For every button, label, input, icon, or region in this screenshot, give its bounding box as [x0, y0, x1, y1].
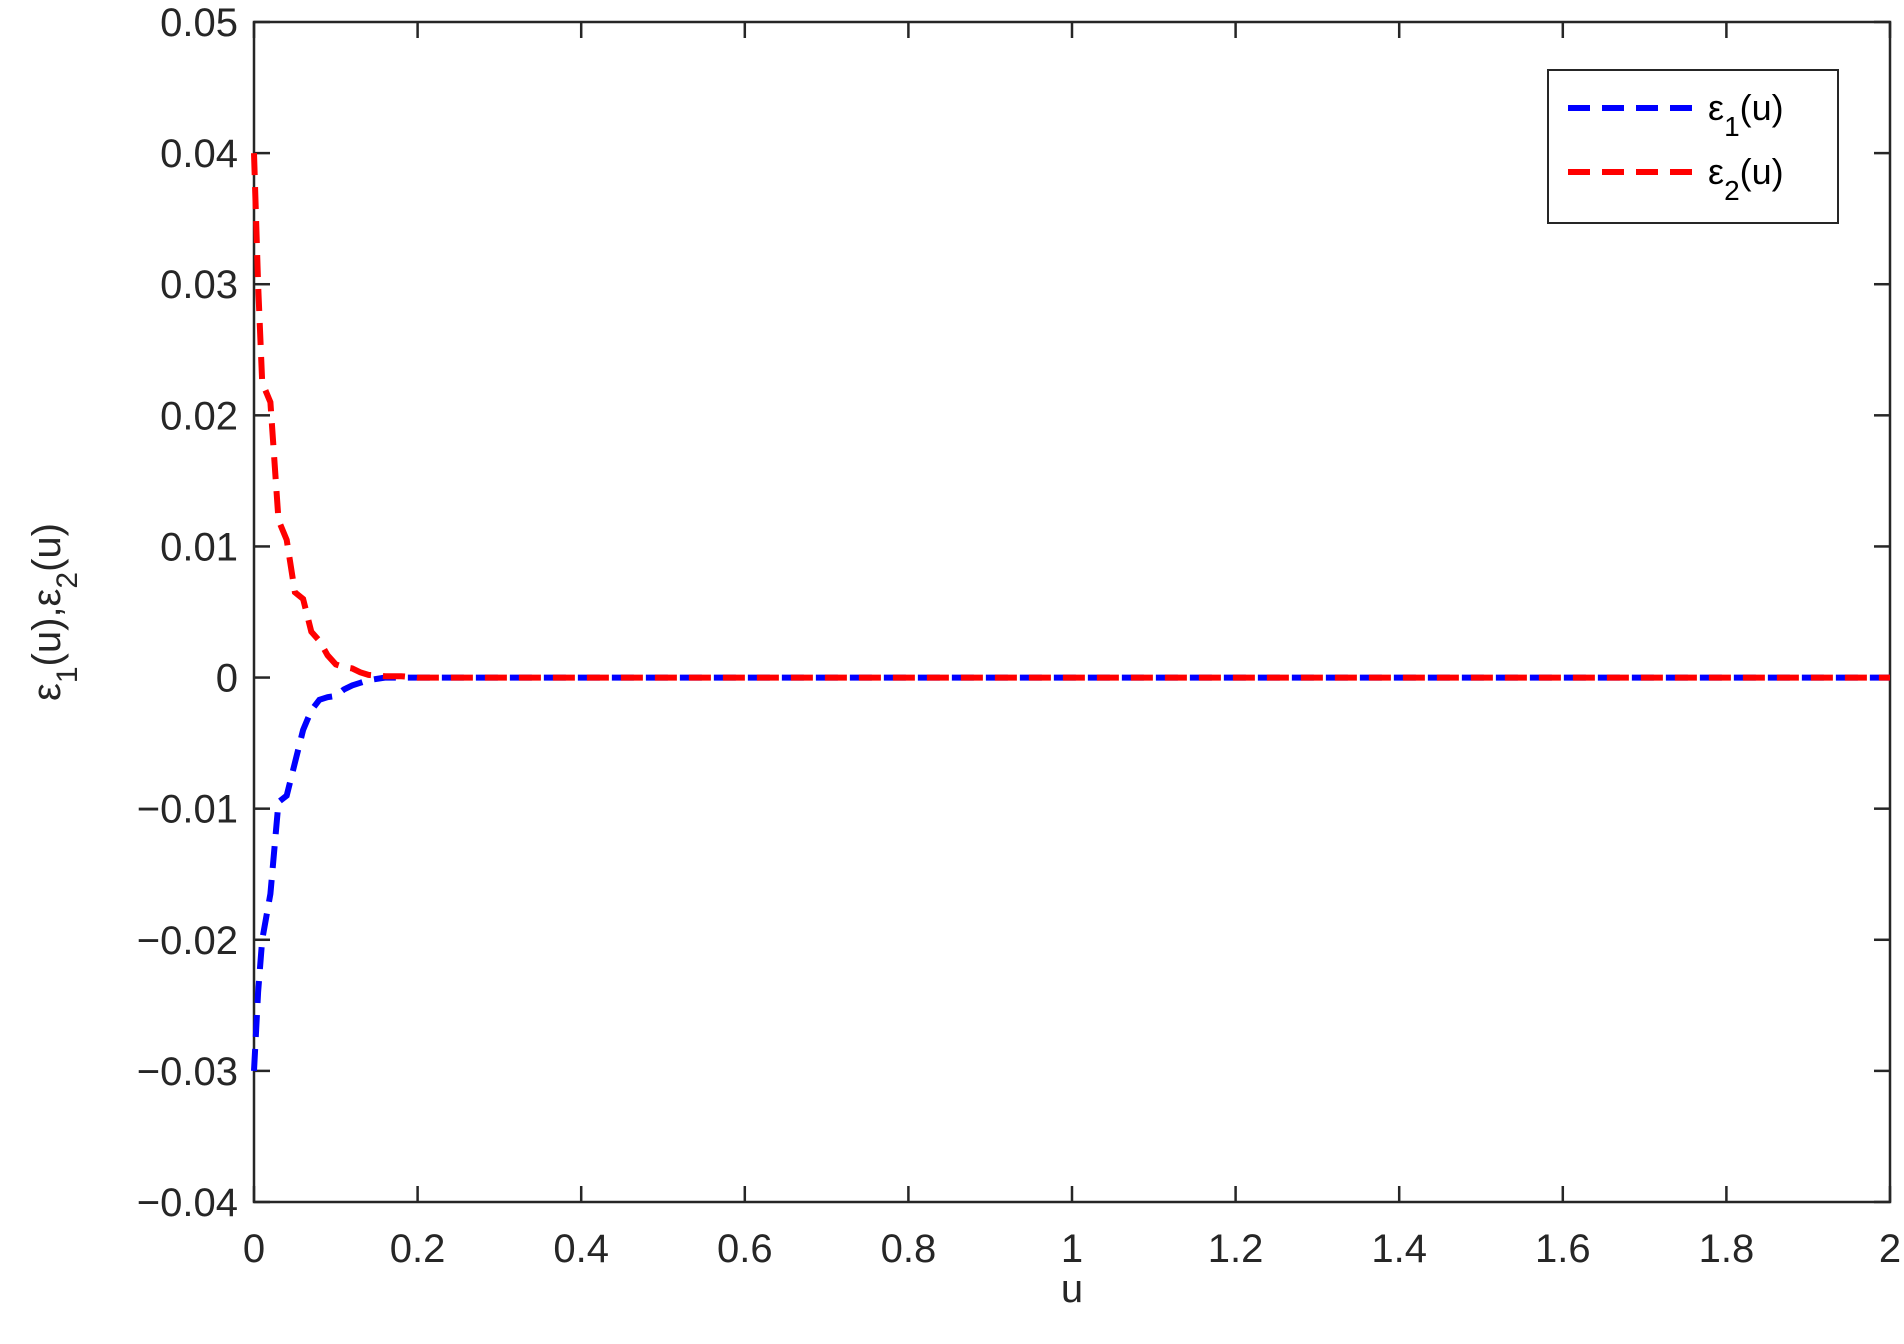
x-tick-label: 1	[1061, 1227, 1083, 1271]
y-label-part: 1	[51, 666, 84, 683]
y-tick-label: −0.02	[137, 919, 238, 963]
y-tick-label: −0.01	[137, 788, 238, 832]
series-layer	[251, 153, 1890, 1072]
legend-box	[1547, 69, 1839, 224]
legend-label-1: ε1(u)	[1708, 87, 1784, 142]
series-line-2	[251, 153, 1890, 681]
x-tick-label: 1.2	[1208, 1227, 1264, 1271]
y-axis: 0.05 0.04 0.03 0.02 0.01 0 −0.01 −0.02 −0.03 −0.0…	[137, 1, 1890, 1225]
legend: ε1(u) ε2(u)	[1547, 69, 1839, 224]
x-tick-label: 1.8	[1699, 1227, 1755, 1271]
x-tick-label: 0	[243, 1227, 265, 1271]
x-tick-label: 0.8	[881, 1227, 937, 1271]
x-tick-label: 1.6	[1535, 1227, 1591, 1271]
legend-label-2: ε2(u)	[1708, 151, 1784, 206]
y-label-part: ε	[25, 683, 69, 701]
x-axis-label: u	[1061, 1267, 1083, 1311]
y-tick-label: −0.04	[137, 1181, 238, 1225]
y-tick-label: 0.04	[160, 132, 238, 176]
x-tick-label: 0.4	[553, 1227, 609, 1271]
y-tick-label: 0.01	[160, 525, 238, 569]
y-label-part: (u)	[25, 523, 69, 572]
x-tick-label: 1.4	[1371, 1227, 1427, 1271]
y-tick-label: 0.05	[160, 1, 238, 45]
y-axis-label: ε1(u),ε2(u)	[25, 523, 84, 701]
y-label-part: (u),	[25, 606, 69, 666]
x-tick-label: 0.2	[390, 1227, 446, 1271]
y-label-part: ε	[25, 588, 69, 606]
y-tick-label: −0.03	[137, 1050, 238, 1094]
y-tick-label: 0.03	[160, 263, 238, 307]
x-tick-label: 0.6	[717, 1227, 773, 1271]
x-axis: 0 0.2 0.4 0.6 0.8 1 1.2 1.4 1.6 1.8 2	[243, 22, 1901, 1271]
y-label-part: 2	[51, 572, 84, 589]
y-tick-label: 0.02	[160, 394, 238, 438]
y-tick-label: 0	[216, 657, 238, 701]
x-tick-label: 2	[1879, 1227, 1901, 1271]
